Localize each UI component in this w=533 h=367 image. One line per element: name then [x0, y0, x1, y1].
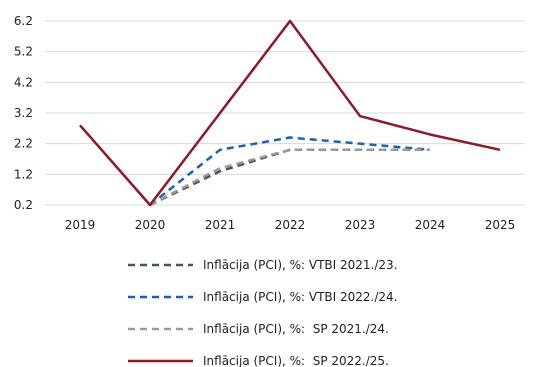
x-tick-label: 2022 — [275, 218, 306, 232]
x-tick-label: 2021 — [205, 218, 236, 232]
y-tick-label: 6.2 — [14, 14, 33, 28]
gridlines — [45, 20, 525, 206]
x-tick-label: 2020 — [135, 218, 166, 232]
series-lines — [79, 19, 501, 207]
legend: Inflācija (PCI), %: VTBI 2021./23. Inflāc… — [128, 258, 398, 367]
series-line-3 — [79, 19, 501, 207]
y-tick-label: 1.2 — [14, 167, 33, 181]
x-tick-label: 2024 — [415, 218, 446, 232]
series-line-0 — [149, 148, 430, 207]
y-tick-label: 4.2 — [14, 75, 33, 89]
legend-label-3: Inflācija (PCI), %: SP 2022./25. — [203, 354, 389, 367]
legend-label-0: Inflācija (PCI), %: VTBI 2021./23. — [203, 258, 398, 272]
y-tick-label: 3.2 — [14, 106, 33, 120]
series-line-2 — [149, 148, 430, 207]
y-tick-label: 2.2 — [14, 137, 33, 151]
x-tick-label: 2025 — [485, 218, 516, 232]
legend-label-2: Inflācija (PCI), %: SP 2021./24. — [203, 322, 389, 336]
legend-label-1: Inflācija (PCI), %: VTBI 2022./24. — [203, 290, 398, 304]
x-tick-label: 2023 — [345, 218, 376, 232]
y-axis-ticks: 0.2 1.2 2.2 3.2 4.2 5.2 6.2 — [14, 14, 33, 212]
y-tick-label: 5.2 — [14, 45, 33, 59]
x-axis-ticks: 2019 2020 2021 2022 2023 2024 2025 — [65, 218, 516, 232]
series-line-1 — [149, 136, 431, 206]
y-tick-label: 0.2 — [14, 198, 33, 212]
x-tick-label: 2019 — [65, 218, 96, 232]
